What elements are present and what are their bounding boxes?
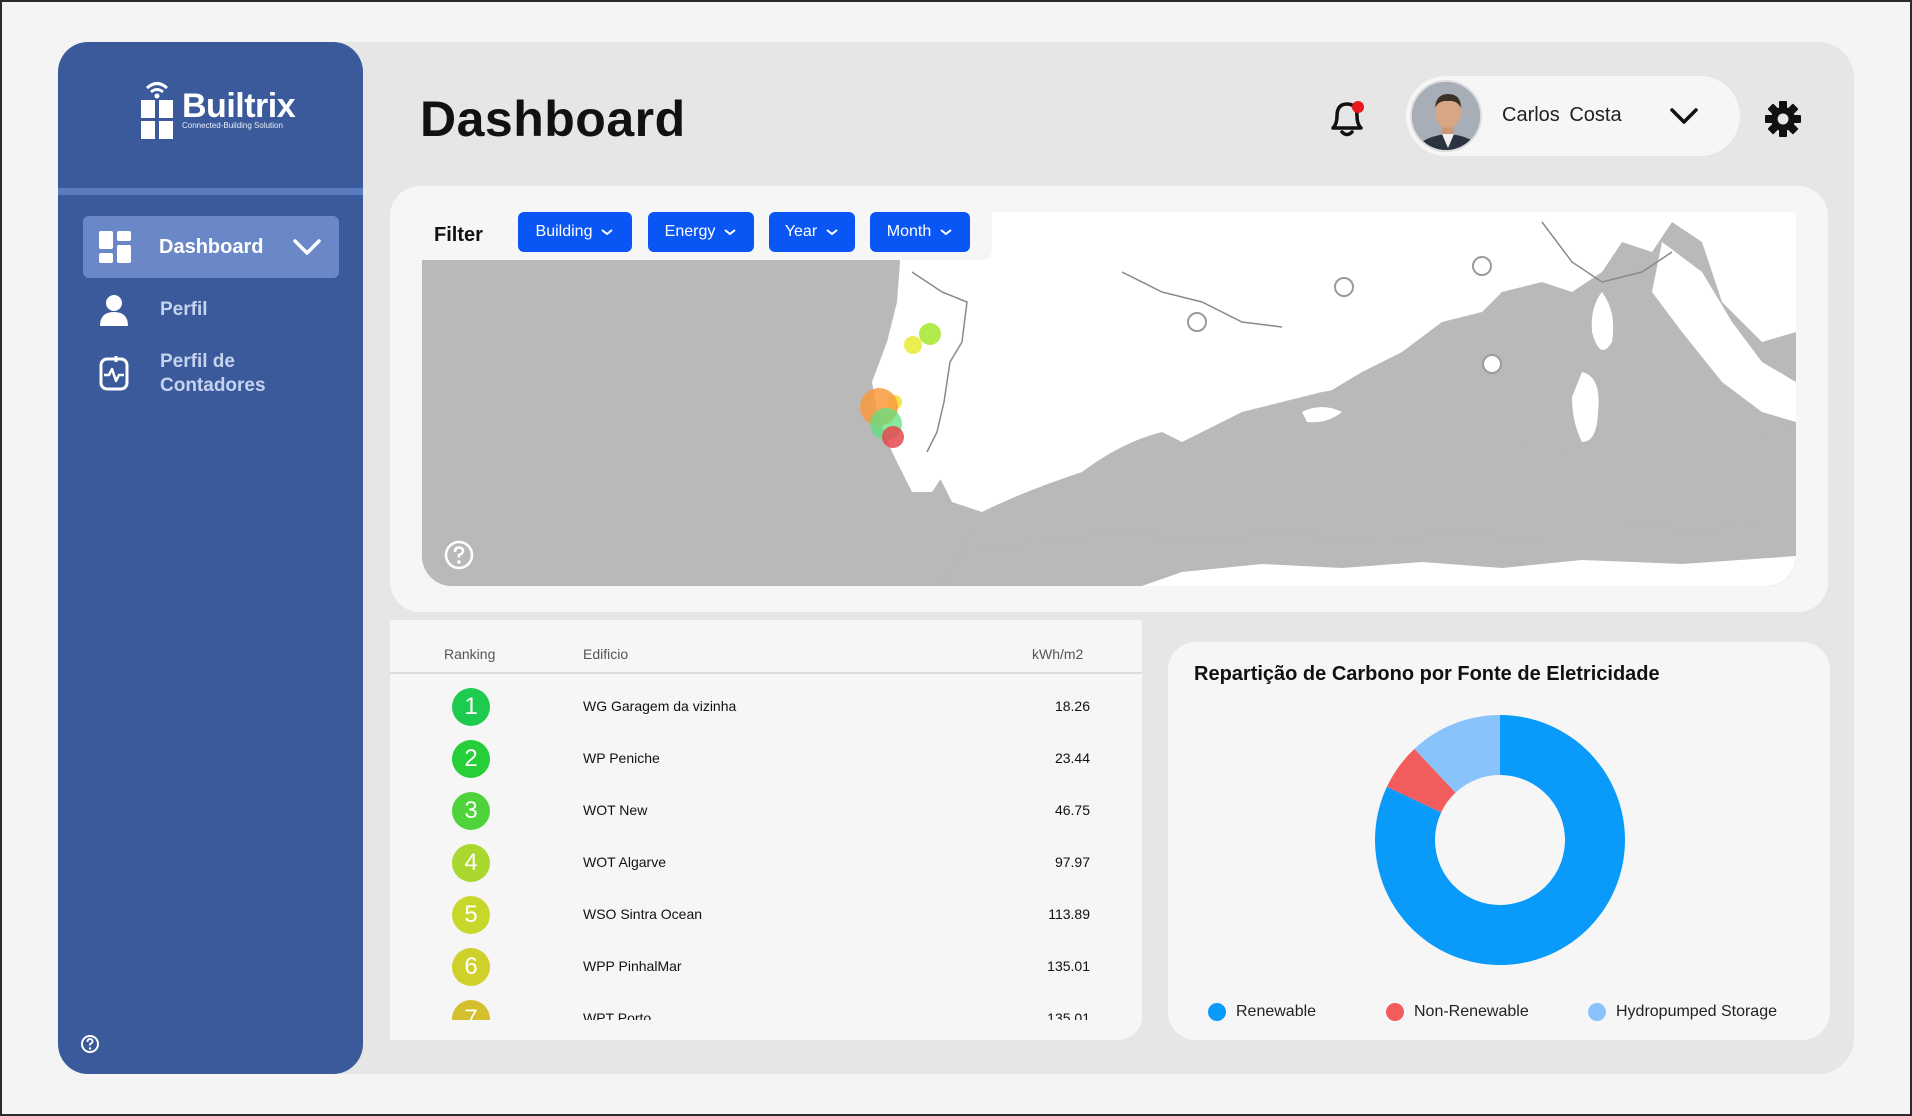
legend-swatch [1208, 1003, 1226, 1021]
sidebar: Builtrix Connected-Building Solution Das… [58, 42, 363, 1074]
logo-text: Builtrix [182, 86, 296, 125]
building-name: WSO Sintra Ocean [583, 906, 703, 922]
building-value: 135.01 [1047, 1010, 1090, 1020]
map-marker[interactable] [904, 336, 922, 354]
rank-badge: 1 [452, 688, 490, 726]
table-row[interactable]: 6 WPP PinhalMar 135.01 [390, 948, 1142, 1000]
sidebar-item-perfil[interactable]: Perfil [98, 293, 208, 327]
sidebar-item-label: Dashboard [159, 235, 264, 258]
help-icon[interactable] [80, 1034, 100, 1054]
rank-badge: 5 [452, 896, 490, 934]
donut-slice-non-renewable[interactable] [1386, 748, 1456, 813]
building-name: WPP PinhalMar [583, 958, 682, 974]
legend-swatch [1386, 1003, 1404, 1021]
legend-item-non-renewable[interactable]: Non-Renewable [1386, 1003, 1529, 1021]
sidebar-item-label: Perfil [160, 299, 208, 320]
rank-badge: 7 [452, 1000, 490, 1020]
table-row[interactable]: 4 WOT Algarve 97.97 [390, 844, 1142, 896]
table-row[interactable]: 1 WG Garagem da vizinha 18.26 [390, 688, 1142, 740]
rank-badge: 2 [452, 740, 490, 778]
building-value: 113.89 [1048, 906, 1090, 922]
building-value: 18.26 [1054, 698, 1090, 714]
donut-slice-hydropumped-storage[interactable] [1414, 715, 1500, 793]
donut-slice-renewable[interactable] [1375, 715, 1625, 965]
user-menu[interactable]: Carlos Costa [1406, 76, 1740, 156]
map-help-icon[interactable] [444, 540, 474, 570]
building-name: WP Peniche [583, 750, 660, 766]
chevron-down-icon [601, 229, 614, 236]
filter-month-button[interactable]: Month [870, 212, 970, 252]
meter-profile-icon [99, 356, 129, 391]
europe-map [422, 212, 1796, 586]
carbon-chart-card [1168, 642, 1830, 1040]
table-row[interactable]: 2 WP Peniche 23.44 [390, 740, 1142, 792]
user-icon [100, 295, 128, 326]
settings-gear-icon[interactable] [1764, 100, 1802, 138]
page-title: Dashboard [420, 91, 686, 147]
rank-badge: 3 [452, 792, 490, 830]
sidebar-item-dashboard[interactable]: Dashboard [83, 216, 339, 278]
filter-label: Filter [434, 224, 483, 246]
legend-label: Renewable [1236, 1003, 1317, 1020]
ranking-rows[interactable]: 1 WG Garagem da vizinha 18.26 2 WP Penic… [390, 688, 1142, 1020]
notification-bell-icon[interactable] [1325, 96, 1369, 140]
filter-year-button[interactable]: Year [769, 212, 855, 252]
legend-item-renewable[interactable]: Renewable [1208, 1003, 1316, 1021]
dashboard-grid-icon [99, 231, 131, 263]
filter-button-label: Year [784, 223, 818, 240]
column-header-kwh[interactable]: kWh/m2 [1032, 646, 1084, 662]
chevron-down-icon [940, 229, 952, 236]
header-divider [390, 672, 1142, 674]
legend-label: Hydropumped Storage [1616, 1003, 1777, 1020]
logo: Builtrix Connected-Building Solution [138, 78, 296, 140]
building-name: WPT Porto [583, 1010, 652, 1020]
building-name: WOT New [583, 802, 648, 818]
filter-energy-button[interactable]: Energy [648, 212, 754, 252]
sidebar-item-perfil-contadores[interactable]: Perfil de Contadores [98, 350, 266, 398]
table-row[interactable]: 5 WSO Sintra Ocean 113.89 [390, 896, 1142, 948]
sidebar-item-label: Perfil de Contadores [160, 351, 266, 396]
legend-item-hydropumped[interactable]: Hydropumped Storage [1588, 1003, 1777, 1021]
ranking-table [390, 620, 1142, 1040]
chevron-down-icon [826, 229, 838, 236]
filter-building-button[interactable]: Building [518, 212, 632, 252]
rank-badge: 6 [452, 948, 490, 986]
table-row[interactable]: 7 WPT Porto 135.01 [390, 1000, 1142, 1020]
filter-button-label: Energy [664, 223, 716, 240]
user-name: Carlos Costa [1502, 104, 1622, 126]
donut-chart[interactable] [1370, 710, 1630, 970]
building-name: WG Garagem da vizinha [583, 698, 737, 714]
building-name: WOT Algarve [583, 854, 666, 870]
sidebar-divider [58, 188, 363, 195]
map-view[interactable] [422, 212, 1796, 586]
building-value: 23.44 [1054, 750, 1090, 766]
building-value: 97.97 [1054, 854, 1090, 870]
chevron-down-icon [724, 229, 736, 236]
map-marker[interactable] [882, 426, 904, 448]
logo-subtitle: Connected-Building Solution [182, 120, 283, 130]
filter-button-label: Month [886, 223, 932, 240]
column-header-ranking[interactable]: Ranking [444, 646, 496, 662]
column-header-building[interactable]: Edificio [583, 646, 629, 662]
building-value: 46.75 [1054, 802, 1090, 818]
legend-swatch [1588, 1003, 1606, 1021]
chevron-down-icon[interactable] [291, 232, 323, 262]
avatar-portrait-icon [1412, 82, 1480, 150]
filter-button-label: Building [535, 223, 593, 240]
builtrix-logo-icon [141, 82, 173, 139]
chart-title: Repartição de Carbono por Fonte de Eletr… [1194, 663, 1660, 685]
table-row[interactable]: 3 WOT New 46.75 [390, 792, 1142, 844]
building-value: 135.01 [1047, 958, 1090, 974]
avatar [1410, 80, 1482, 152]
rank-badge: 4 [452, 844, 490, 882]
legend-label: Non-Renewable [1414, 1003, 1529, 1020]
map-marker[interactable] [919, 323, 941, 345]
chevron-down-icon[interactable] [1668, 102, 1700, 130]
